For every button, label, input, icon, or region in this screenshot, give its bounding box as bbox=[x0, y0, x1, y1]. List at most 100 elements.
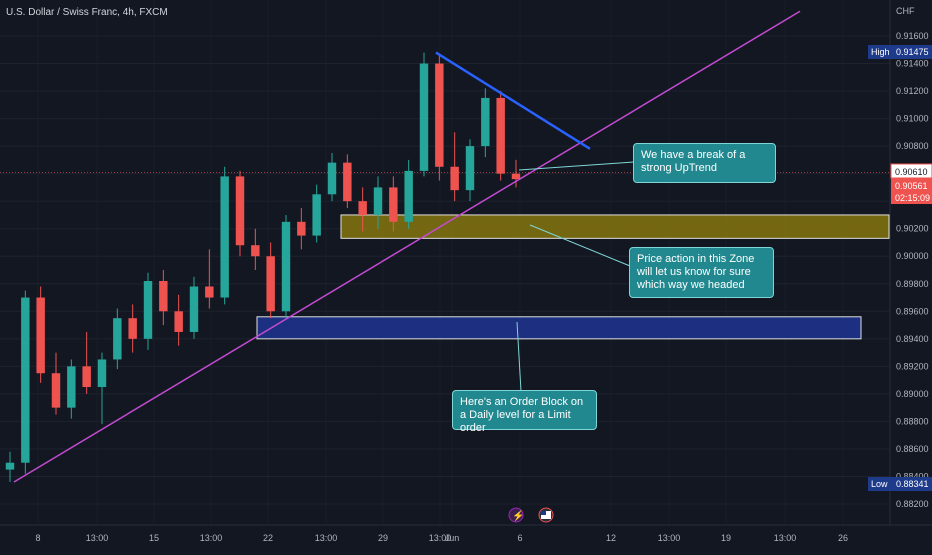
candle-body bbox=[143, 281, 153, 339]
resistance-line bbox=[435, 51, 591, 150]
time-tick-label: 15 bbox=[149, 533, 159, 543]
candle-body bbox=[82, 366, 91, 387]
symbol-title[interactable]: U.S. Dollar / Swiss Franc, 4h, FXCM bbox=[6, 7, 168, 18]
price-tick-label: 0.88600 bbox=[896, 444, 929, 454]
time-tick-label: Jun bbox=[445, 533, 460, 543]
time-tick-label: 26 bbox=[838, 533, 848, 543]
candle-body bbox=[465, 146, 475, 191]
lightning-icon: ⚡ bbox=[512, 509, 524, 522]
event-marker-lightning[interactable] bbox=[508, 507, 524, 523]
candle-body bbox=[435, 63, 444, 167]
low-value: 0.88341 bbox=[896, 479, 929, 489]
candle-body bbox=[266, 256, 275, 312]
last-price-value: 0.90610 bbox=[895, 167, 928, 177]
price-tick-label: 0.90800 bbox=[896, 141, 929, 151]
candle-body bbox=[373, 187, 383, 215]
candle-body bbox=[450, 166, 459, 191]
time-tick-label: 13:00 bbox=[774, 533, 797, 543]
candle-body bbox=[5, 462, 15, 470]
time-axis[interactable] bbox=[0, 525, 932, 550]
callout-zone-text: Price action in this Zone will let us kn… bbox=[637, 253, 755, 291]
candle-body bbox=[496, 97, 505, 174]
candle-body bbox=[389, 187, 398, 222]
current-price-tag bbox=[891, 178, 932, 204]
candle-body bbox=[419, 63, 429, 171]
price-tick-label: 0.91600 bbox=[896, 31, 929, 41]
time-tick-label: 22 bbox=[263, 533, 273, 543]
callout-zone: Price action in this Zone will let us kn… bbox=[629, 247, 774, 298]
candle-body bbox=[404, 170, 413, 222]
candle-body bbox=[67, 366, 76, 408]
candle-body bbox=[97, 359, 107, 387]
candle-body bbox=[113, 318, 122, 360]
candle-body bbox=[235, 176, 245, 246]
price-tick-label: 0.90000 bbox=[896, 251, 929, 261]
callout-order-block-pointer bbox=[516, 321, 522, 392]
time-tick-label: 12 bbox=[606, 533, 616, 543]
price-tick-label: 0.91200 bbox=[896, 86, 929, 96]
countdown: 02:15:09 bbox=[895, 193, 930, 203]
candle-body bbox=[159, 281, 168, 312]
candle-body bbox=[481, 97, 490, 147]
price-tick-label: 0.89200 bbox=[896, 361, 929, 371]
high-value: 0.91475 bbox=[896, 47, 929, 57]
grid bbox=[0, 35, 890, 505]
uptrend-line bbox=[13, 10, 801, 483]
time-tick-label: 13:00 bbox=[200, 533, 223, 543]
candle-body bbox=[174, 311, 183, 332]
us-flag-stripe bbox=[541, 511, 546, 515]
candle-body bbox=[189, 286, 199, 332]
current-price-value: 0.90561 bbox=[895, 181, 928, 191]
order-block-rectangle bbox=[256, 316, 862, 340]
zone-rectangle bbox=[340, 214, 890, 239]
time-tick-label: 8 bbox=[35, 533, 40, 543]
price-tick-label: 0.89600 bbox=[896, 306, 929, 316]
high-label: High bbox=[871, 47, 890, 57]
time-tick-label: 13:00 bbox=[658, 533, 681, 543]
callout-break: We have a break of a strong UpTrend bbox=[633, 143, 776, 183]
price-tick-label: 0.91400 bbox=[896, 59, 929, 69]
time-tick-label: 13:00 bbox=[429, 533, 452, 543]
time-tick-label: 13:00 bbox=[86, 533, 109, 543]
price-tick-label: 0.89000 bbox=[896, 389, 929, 399]
time-tick-label: 6 bbox=[517, 533, 522, 543]
time-tick-label: 19 bbox=[721, 533, 731, 543]
price-tick-label: 0.90200 bbox=[896, 224, 929, 234]
candle-body bbox=[297, 221, 306, 236]
candle-body bbox=[220, 176, 229, 298]
drawings-front bbox=[13, 10, 801, 483]
high-tag bbox=[868, 45, 932, 59]
price-tick-label: 0.91000 bbox=[896, 114, 929, 124]
low-label: Low bbox=[871, 479, 888, 489]
candle-body bbox=[281, 221, 291, 312]
low-tag bbox=[868, 477, 932, 491]
price-tick-label: 0.89800 bbox=[896, 279, 929, 289]
candle-body bbox=[343, 162, 352, 202]
callout-zone-pointer bbox=[529, 224, 631, 267]
candle-body bbox=[51, 373, 61, 408]
price-axis[interactable] bbox=[890, 0, 932, 525]
price-tick-label: 0.89400 bbox=[896, 334, 929, 344]
candles bbox=[5, 52, 521, 482]
callout-break-pointer bbox=[518, 161, 635, 171]
currency-label: CHF bbox=[896, 6, 915, 16]
callout-order-block-text: Here's an Order Block on a Daily level f… bbox=[460, 396, 584, 434]
callout-break-text: We have a break of a strong UpTrend bbox=[641, 149, 746, 174]
candle-body bbox=[251, 245, 260, 257]
price-tick-label: 0.88400 bbox=[896, 471, 929, 481]
candle-body bbox=[21, 297, 30, 463]
callout-order-block: Here's an Order Block on a Daily level f… bbox=[452, 390, 597, 434]
time-tick-label: 13:00 bbox=[315, 533, 338, 543]
time-tick-label: 29 bbox=[378, 533, 388, 543]
candle-body bbox=[36, 297, 45, 374]
candle-body bbox=[358, 201, 367, 215]
candle-body bbox=[511, 173, 521, 180]
candle-body bbox=[205, 286, 214, 298]
candle-body bbox=[312, 194, 321, 236]
drawings-back bbox=[256, 214, 890, 340]
candle-body bbox=[128, 318, 137, 339]
candle-body bbox=[327, 162, 337, 195]
